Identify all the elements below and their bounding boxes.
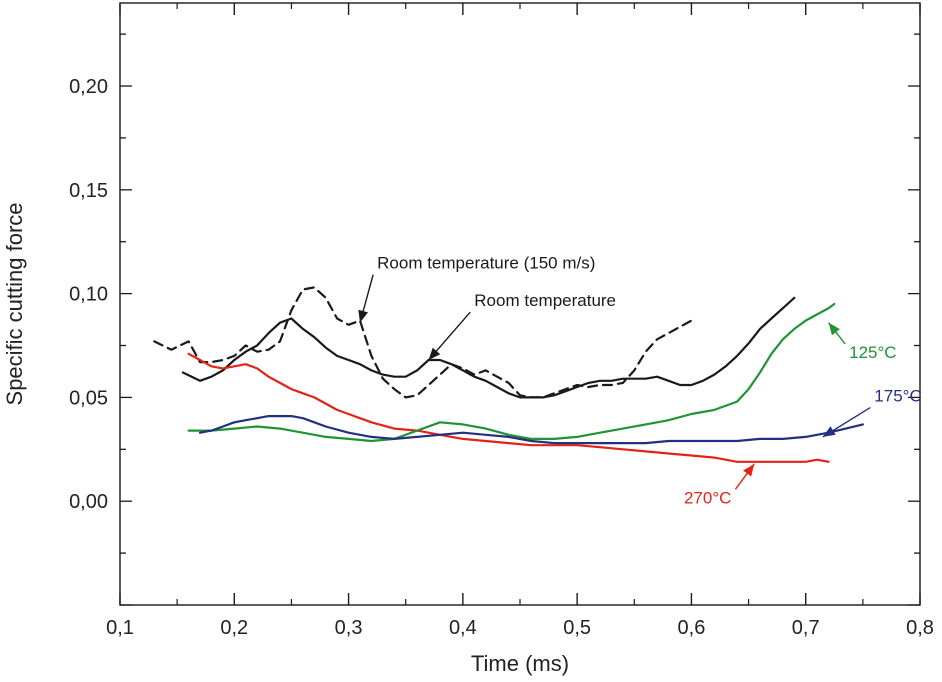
annotation-label-4: 175°C bbox=[874, 387, 921, 406]
annotation-arrowhead-1 bbox=[358, 309, 368, 323]
series-line-3 bbox=[187, 352, 830, 463]
annotation-arrowhead-2 bbox=[428, 347, 441, 361]
y-tick-label: 0,05 bbox=[69, 387, 108, 409]
series-line-2 bbox=[181, 296, 796, 399]
x-axis-label: Time (ms) bbox=[471, 651, 569, 676]
annotation-label-3: 125°C bbox=[849, 343, 896, 362]
x-tick-labels: 0,1 0,2 0,3 0,4 0,5 0,6 0,7 0,8 bbox=[106, 617, 934, 639]
annotation-label-2: Room temperature bbox=[474, 291, 616, 310]
x-tick-label: 0,4 bbox=[449, 617, 477, 639]
annotation-arrowhead-5 bbox=[743, 463, 755, 477]
x-tick-label: 0,8 bbox=[906, 617, 934, 639]
series-line-1 bbox=[153, 286, 693, 399]
series-group bbox=[153, 286, 865, 463]
y-tick-label: 0,20 bbox=[69, 76, 108, 98]
x-tick-label: 0,6 bbox=[678, 617, 706, 639]
series-line-5 bbox=[198, 415, 865, 445]
y-tick-labels: 0,00 0,05 0,10 0,15 0,20 bbox=[69, 76, 108, 513]
annotation-label-1: Room temperature (150 m/s) bbox=[377, 254, 595, 273]
y-axis-label: Specific cutting force bbox=[2, 203, 27, 406]
annotation-arrowhead-4 bbox=[822, 426, 836, 437]
x-tick-label: 0,5 bbox=[563, 617, 591, 639]
annotation-label-5: 270°C bbox=[684, 488, 731, 507]
annotation-arrowhead-3 bbox=[828, 322, 840, 336]
x-tick-label: 0,3 bbox=[335, 617, 363, 639]
axis-ticks bbox=[119, 3, 921, 606]
x-tick-label: 0,7 bbox=[792, 617, 820, 639]
series-line-4 bbox=[187, 302, 836, 443]
y-tick-label: 0,15 bbox=[69, 180, 108, 202]
x-tick-label: 0,1 bbox=[106, 617, 134, 639]
y-tick-label: 0,00 bbox=[69, 491, 108, 513]
annotations: Room temperature (150 m/s) Room temperatu… bbox=[358, 254, 922, 507]
y-tick-label: 0,10 bbox=[69, 284, 108, 306]
x-tick-label: 0,2 bbox=[220, 617, 248, 639]
